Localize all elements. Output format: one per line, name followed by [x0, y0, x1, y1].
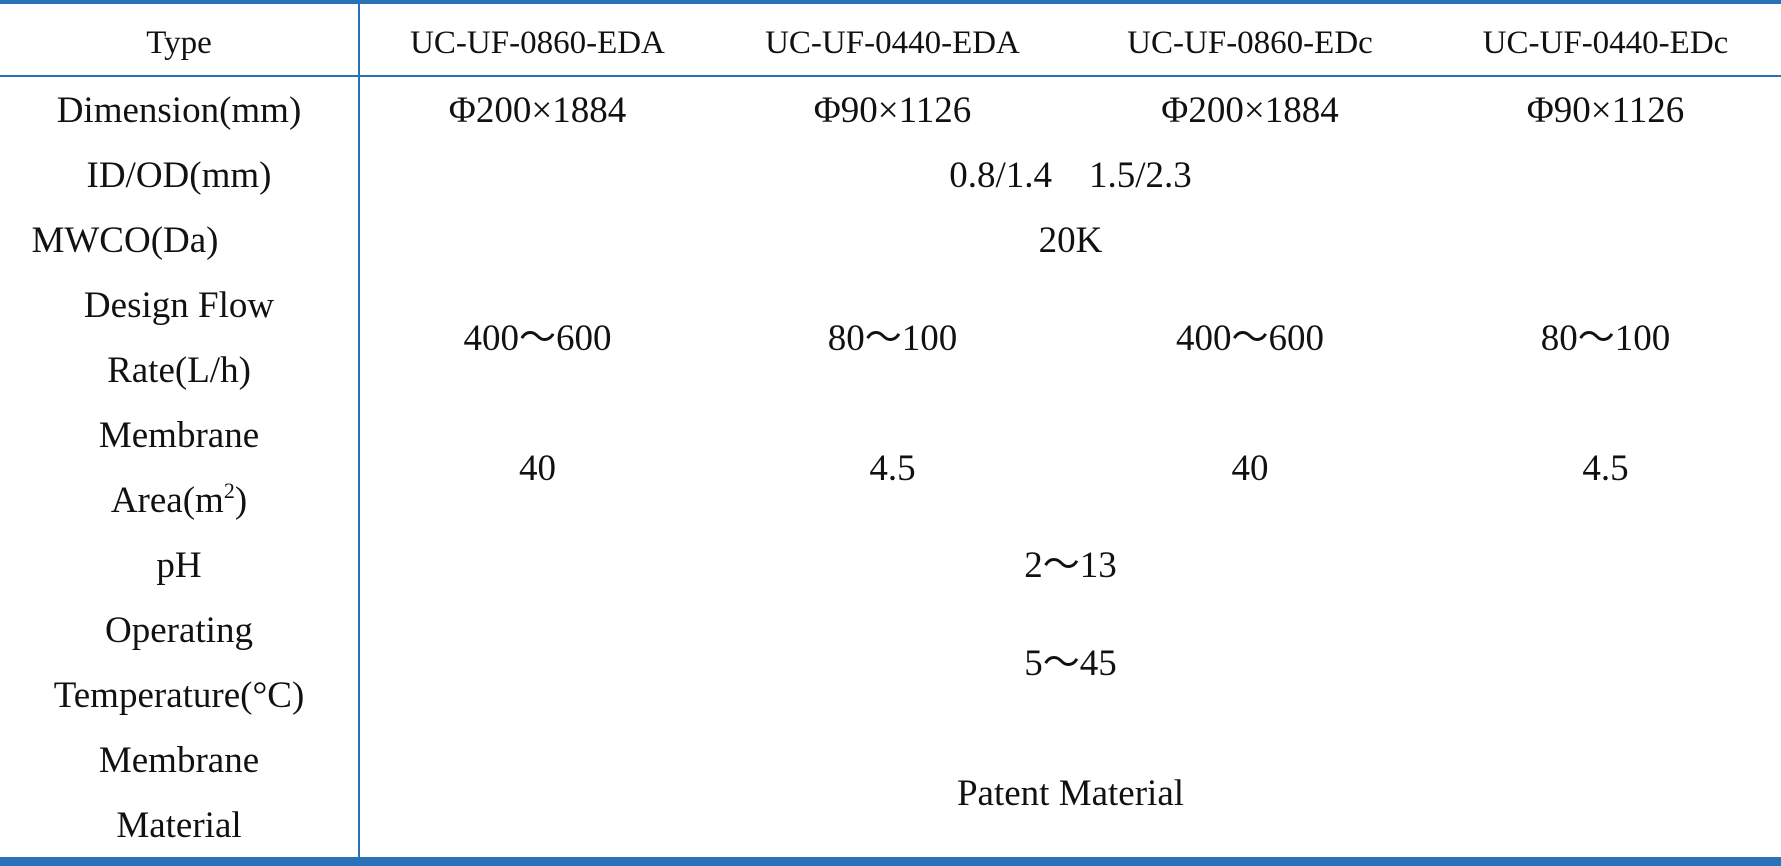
dimension-value-3: Φ200×1884 — [1161, 90, 1339, 131]
label-design-flow-line1: Design Flow — [83, 285, 275, 326]
area-value-1: 40 — [519, 448, 556, 489]
table-top-rule — [0, 0, 1781, 4]
flow-value-3: 400～600 — [1176, 318, 1324, 359]
material-value: Patent Material — [956, 773, 1185, 814]
header-rule — [0, 75, 1781, 77]
id-od-value: 0.8/1.4 1.5/2.3 — [949, 155, 1192, 196]
header-model-2: UC-UF-0440-EDA — [765, 25, 1020, 61]
flow-value-4: 80～100 — [1540, 318, 1671, 359]
area-label-end: ) — [234, 480, 248, 521]
label-operating-temp-line1: Operating — [105, 610, 253, 651]
label-membrane-area-line2: Area(m2) — [0, 480, 358, 521]
header-type-label: Type — [146, 25, 212, 61]
flow-value-2: 80～100 — [827, 318, 958, 359]
header-model-3: UC-UF-0860-EDc — [1127, 25, 1373, 61]
dimension-value-2: Φ90×1126 — [813, 90, 972, 131]
area-label-base: Area(m — [110, 480, 224, 521]
label-dimension: Dimension(mm) — [56, 90, 302, 131]
table-bottom-rule — [0, 857, 1781, 866]
dimension-value-4: Φ90×1126 — [1526, 90, 1685, 131]
label-design-flow-line2: Rate(L/h) — [107, 350, 251, 391]
label-membrane-area-line1: Membrane — [98, 415, 260, 456]
flow-value-1: 400～600 — [463, 318, 612, 359]
label-membrane-material-line2: Material — [116, 805, 242, 846]
ph-value: 2～13 — [1024, 545, 1117, 586]
label-mwco: MWCO(Da) — [31, 220, 219, 261]
header-model-4: UC-UF-0440-EDc — [1482, 25, 1729, 61]
area-label-superscript: 2 — [223, 478, 235, 503]
label-column-divider — [358, 4, 360, 857]
area-value-4: 4.5 — [1582, 448, 1629, 489]
label-membrane-material-line1: Membrane — [98, 740, 260, 781]
label-ph: pH — [156, 545, 202, 586]
label-operating-temp-line2: Temperature(°C) — [53, 675, 305, 716]
area-value-2: 4.5 — [869, 448, 916, 489]
header-model-1: UC-UF-0860-EDA — [410, 25, 665, 61]
dimension-value-1: Φ200×1884 — [448, 90, 627, 131]
area-value-3: 40 — [1231, 448, 1269, 489]
mwco-value: 20K — [1038, 220, 1103, 261]
label-id-od: ID/OD(mm) — [86, 155, 272, 196]
temp-value: 5～45 — [1024, 643, 1117, 684]
